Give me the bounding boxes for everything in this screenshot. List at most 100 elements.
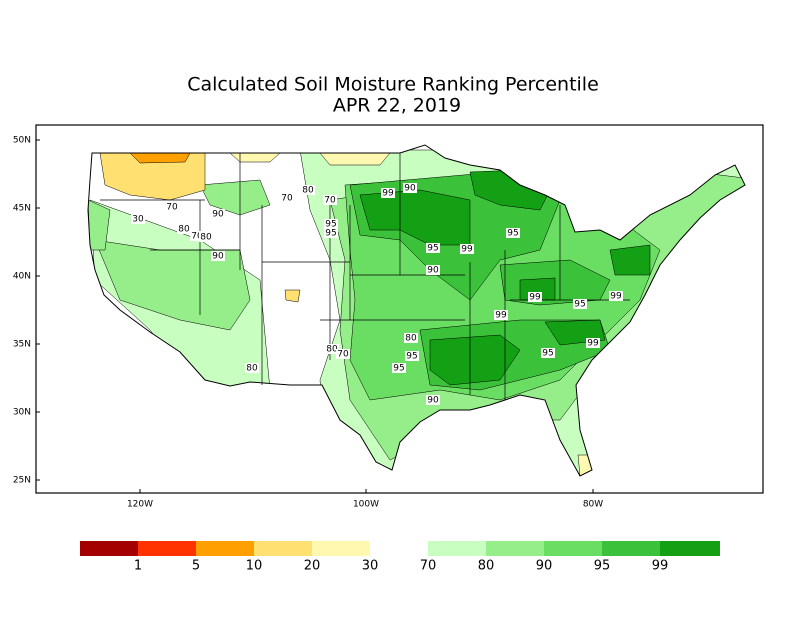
contour-label-box xyxy=(609,291,623,301)
contour-label: 90 xyxy=(212,210,224,220)
moisture-region xyxy=(199,179,271,216)
contour-label-box xyxy=(541,348,555,358)
contour-label: 70 xyxy=(324,196,336,206)
lat-tick-label: 50N xyxy=(13,136,31,146)
contour-label-box xyxy=(131,214,145,224)
contour-label-box xyxy=(460,244,474,254)
legend-label: 70 xyxy=(420,559,437,574)
contour-label: 90 xyxy=(212,252,224,262)
legend-swatch xyxy=(544,541,602,556)
subtitle: APR 22, 2019 xyxy=(333,95,461,117)
contour-label-box xyxy=(323,195,337,205)
contour-label-box xyxy=(494,310,508,320)
contour-label-box xyxy=(392,363,406,373)
contour-label: 95 xyxy=(406,352,417,362)
contour-label-box xyxy=(199,232,213,242)
contour-label: 70 xyxy=(281,194,293,204)
contour-label: 80 xyxy=(178,225,190,235)
contour-label: 90 xyxy=(427,266,439,276)
contour-label-box xyxy=(211,209,225,219)
contour-label-box xyxy=(528,292,542,302)
lon-tick-label: 80W xyxy=(583,500,603,510)
contour-label-box xyxy=(403,183,417,193)
state-lines xyxy=(100,153,630,400)
moisture-region xyxy=(609,244,651,276)
contour-label-box xyxy=(381,188,395,198)
lat-tick-label: 40N xyxy=(13,272,31,282)
legend-label: 80 xyxy=(478,559,495,574)
contour-label: 80 xyxy=(302,186,314,196)
contour-label-box xyxy=(426,395,440,405)
contour-label: 80 xyxy=(326,345,338,355)
contour-label: 99 xyxy=(495,311,507,321)
legend-swatch xyxy=(660,541,720,556)
contour-label-box xyxy=(280,193,294,203)
moisture-region xyxy=(359,189,471,246)
contour-label: 95 xyxy=(325,220,336,230)
contour-label: 95 xyxy=(427,244,438,254)
legend-swatch xyxy=(428,541,486,556)
contour-label-box xyxy=(245,363,259,373)
legend-label: 20 xyxy=(304,559,321,574)
map-frame xyxy=(35,124,764,494)
legend-swatch xyxy=(254,541,312,556)
contour-label: 95 xyxy=(325,229,336,239)
legend-swatch xyxy=(138,541,196,556)
contour-label-box xyxy=(573,299,587,309)
legend-label: 99 xyxy=(652,559,669,574)
contour-label: 80 xyxy=(405,334,417,344)
lat-tick-label: 30N xyxy=(13,408,31,418)
contour-label: 95 xyxy=(542,349,553,359)
legend-label: 1 xyxy=(134,559,142,574)
contour-label-box xyxy=(426,265,440,275)
moisture-region xyxy=(284,289,301,303)
contour-label-box xyxy=(165,202,179,212)
contour-label-box xyxy=(190,231,204,241)
contour-label-box xyxy=(325,344,339,354)
contour-label: 70 xyxy=(191,232,203,242)
lon-tick-label: 120W xyxy=(127,500,153,510)
legend-label: 30 xyxy=(362,559,379,574)
moisture-region xyxy=(129,152,191,164)
contour-label: 95 xyxy=(393,364,404,374)
legend-label: 90 xyxy=(536,559,553,574)
legend-label: 5 xyxy=(192,559,200,574)
legend-swatch xyxy=(602,541,660,556)
contour-label: 70 xyxy=(166,203,178,213)
title: Calculated Soil Moisture Ranking Percent… xyxy=(187,74,599,96)
lat-tick-label: 45N xyxy=(13,204,31,214)
contour-label-box xyxy=(405,351,419,361)
contour-label-box xyxy=(301,185,315,195)
contour-label: 99 xyxy=(610,292,622,302)
contour-label-box xyxy=(324,228,338,238)
legend-swatch xyxy=(196,541,254,556)
legend-label: 95 xyxy=(594,559,611,574)
lon-tick-label: 100W xyxy=(353,500,379,510)
contour-label: 70 xyxy=(337,350,349,360)
contour-label: 99 xyxy=(587,339,599,349)
contour-label: 99 xyxy=(529,293,541,303)
lat-tick-label: 35N xyxy=(13,340,31,350)
legend: 1 5 10 20 30 70 80 90 95 99 xyxy=(80,541,720,574)
legend-label: 10 xyxy=(246,559,263,574)
contour-label: 95 xyxy=(507,229,518,239)
contour-label-box xyxy=(177,224,191,234)
contour-label: 99 xyxy=(461,245,473,255)
contour-label-box xyxy=(211,251,225,261)
lat-tick-label: 25N xyxy=(13,476,31,486)
contour-label: 90 xyxy=(427,396,439,406)
contour-label: 95 xyxy=(574,300,585,310)
contour-label-box xyxy=(324,219,338,229)
contour-label-box xyxy=(336,349,350,359)
legend-swatch xyxy=(312,541,370,556)
contour-label-box xyxy=(426,243,440,253)
legend-swatch xyxy=(486,541,544,556)
contour-label-box xyxy=(506,228,520,238)
moisture-region xyxy=(319,152,391,166)
contour-label: 99 xyxy=(382,189,394,199)
moisture-region xyxy=(429,334,521,386)
contour-label: 90 xyxy=(404,184,416,194)
contour-label: 80 xyxy=(200,233,212,243)
